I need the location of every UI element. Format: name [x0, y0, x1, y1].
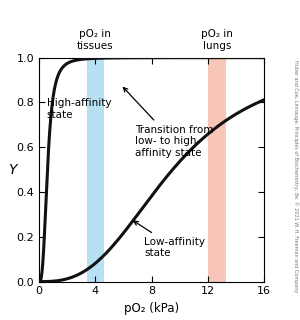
X-axis label: pO₂ (kPa): pO₂ (kPa) — [124, 302, 179, 315]
Text: Transition from
low- to high-
affinity state: Transition from low- to high- affinity s… — [123, 88, 213, 158]
Text: pO₂ in
tissues: pO₂ in tissues — [77, 29, 114, 51]
Text: Low-affinity
state: Low-affinity state — [134, 221, 206, 259]
Bar — [208, 58, 226, 282]
Y-axis label: Y: Y — [8, 163, 16, 177]
Text: Huber and Coe, Linnauge: Principles of Biochemistry, 8e. © 2021 W. H. Freeman an: Huber and Coe, Linnauge: Principles of B… — [293, 60, 298, 292]
Bar — [87, 58, 104, 282]
Text: High-affinity
state: High-affinity state — [47, 98, 111, 119]
Text: pO₂ in
lungs: pO₂ in lungs — [201, 29, 233, 51]
